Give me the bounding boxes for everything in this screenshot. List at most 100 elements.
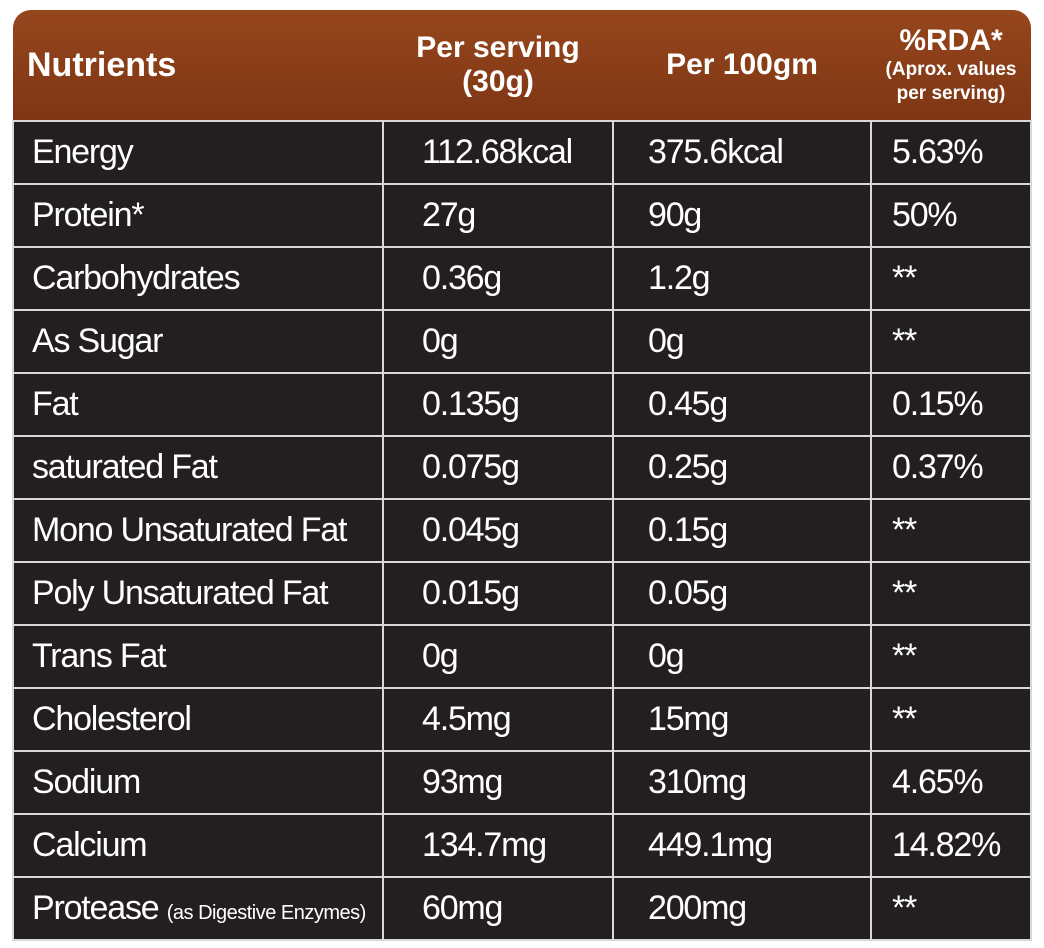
nutrient-cell: Cholesterol: [12, 687, 384, 752]
cell-text: **: [892, 574, 917, 612]
cell-text: 375.6kcal: [648, 133, 784, 171]
nutrient-cell: Protein*: [12, 183, 384, 248]
cell-text: 50%: [892, 196, 958, 234]
value-cell: 310mg: [612, 750, 872, 815]
cell-text: 0.37%: [892, 448, 984, 486]
cell-text: 0g: [648, 322, 685, 360]
header-row: Nutrients Per serving (30g) Per 100gm %RDA*(…: [13, 10, 1031, 121]
nutrient-cell: Sodium: [12, 750, 384, 815]
value-cell: 0.05g: [612, 561, 872, 626]
value-cell: **: [870, 309, 1032, 374]
value-cell: 0g: [382, 624, 614, 689]
value-cell: 0g: [612, 624, 872, 689]
header-cell: Per serving (30g): [383, 10, 613, 121]
cell-text: 93mg: [422, 763, 503, 801]
value-cell: 14.82%: [870, 813, 1032, 878]
header-text: Per serving: [416, 31, 580, 64]
value-cell: **: [870, 498, 1032, 563]
value-cell: 0.37%: [870, 435, 1032, 500]
value-cell: 0.36g: [382, 246, 614, 311]
value-cell: 0g: [612, 309, 872, 374]
value-cell: 50%: [870, 183, 1032, 248]
table-row: Calcium 134.7mg 449.1mg 14.82%: [12, 813, 1032, 878]
header-text: %RDA*: [899, 24, 1003, 57]
value-cell: 0.15%: [870, 372, 1032, 437]
value-cell: 5.63%: [870, 120, 1032, 185]
nutrient-note: (as Digestive Enzymes): [166, 902, 367, 924]
cell-text: 0.135g: [422, 385, 520, 423]
value-cell: 0.25g: [612, 435, 872, 500]
cell-text: 0g: [422, 322, 459, 360]
table-row: Carbohydrates 0.36g 1.2g **: [12, 246, 1032, 311]
value-cell: 4.65%: [870, 750, 1032, 815]
cell-text: Carbohydrates: [32, 259, 241, 297]
value-cell: 112.68kcal: [382, 120, 614, 185]
cell-text: 0g: [648, 637, 685, 675]
cell-text: Protein*: [32, 196, 145, 234]
nutrient-name: Protease: [32, 889, 160, 927]
cell-text: 15mg: [648, 700, 729, 738]
table-row: Energy 112.68kcal 375.6kcal 5.63%: [12, 120, 1032, 185]
value-cell: 0.15g: [612, 498, 872, 563]
cell-text: 134.7mg: [422, 826, 547, 864]
nutrient-cell: As Sugar: [12, 309, 384, 374]
cell-text: 0.25g: [648, 448, 728, 486]
header-cell: Per 100gm: [613, 10, 871, 121]
value-cell: 0g: [382, 309, 614, 374]
value-cell: 200mg: [612, 876, 872, 941]
cell-text: 0.015g: [422, 574, 520, 612]
cell-text: 0.36g: [422, 259, 502, 297]
cell-text: Calcium: [32, 826, 148, 864]
table-row: Trans Fat 0g 0g **: [12, 624, 1032, 689]
header-note: per serving): [896, 83, 1006, 104]
cell-text: 14.82%: [892, 826, 1001, 864]
value-cell: **: [870, 624, 1032, 689]
cell-text: As Sugar: [32, 322, 163, 360]
table-row: Sodium 93mg 310mg 4.65%: [12, 750, 1032, 815]
table-row: Mono Unsaturated Fat 0.045g 0.15g **: [12, 498, 1032, 563]
cell-text: Trans Fat: [32, 637, 167, 675]
nutrition-table-wrap: Nutrients Per serving (30g) Per 100gm %RDA*(…: [12, 10, 1032, 941]
header-text: Nutrients: [27, 46, 177, 84]
value-cell: 449.1mg: [612, 813, 872, 878]
nutrition-table: Nutrients Per serving (30g) Per 100gm %RDA*(…: [12, 10, 1032, 941]
header-cell: %RDA* (Aprox. values per serving): [871, 10, 1031, 121]
value-cell: 1.2g: [612, 246, 872, 311]
value-cell: **: [870, 246, 1032, 311]
table-body: Energy 112.68kcal 375.6kcal 5.63% Protein* 27…: [12, 120, 1032, 941]
cell-text: 310mg: [648, 763, 747, 801]
value-cell: **: [870, 561, 1032, 626]
table-row: Cholesterol 4.5mg 15mg **: [12, 687, 1032, 752]
cell-text: Cholesterol: [32, 700, 192, 738]
cell-text: 5.63%: [892, 133, 984, 171]
table-row: As Sugar 0g 0g **: [12, 309, 1032, 374]
header-cell: Nutrients: [13, 10, 383, 121]
cell-text: 0g: [422, 637, 459, 675]
table-row: Fat 0.135g 0.45g 0.15%: [12, 372, 1032, 437]
value-cell: 27g: [382, 183, 614, 248]
table-row: Protein* 27g 90g 50%: [12, 183, 1032, 248]
cell-text: **: [892, 700, 917, 738]
nutrient-cell: Carbohydrates: [12, 246, 384, 311]
cell-text: 4.65%: [892, 763, 984, 801]
value-cell: 0.135g: [382, 372, 614, 437]
header-text: (30g): [462, 65, 534, 98]
cell-text: Sodium: [32, 763, 141, 801]
cell-text: 0.15%: [892, 385, 984, 423]
cell-text: 0.15g: [648, 511, 728, 549]
value-cell: **: [870, 876, 1032, 941]
value-cell: 90g: [612, 183, 872, 248]
value-cell: 375.6kcal: [612, 120, 872, 185]
value-cell: 60mg: [382, 876, 614, 941]
cell-text: 1.2g: [648, 259, 711, 297]
nutrient-cell: Poly Unsaturated Fat: [12, 561, 384, 626]
value-cell: 0.045g: [382, 498, 614, 563]
header-text: Per 100gm: [666, 48, 818, 81]
nutrient-cell: Protease (as Digestive Enzymes): [12, 876, 384, 941]
cell-text: **: [892, 259, 917, 297]
table-row: Protease (as Digestive Enzymes) 60mg 200mg…: [12, 876, 1032, 941]
cell-text: saturated Fat: [32, 448, 218, 486]
cell-text: Mono Unsaturated Fat: [32, 511, 347, 549]
cell-text: 112.68kcal: [422, 133, 573, 171]
